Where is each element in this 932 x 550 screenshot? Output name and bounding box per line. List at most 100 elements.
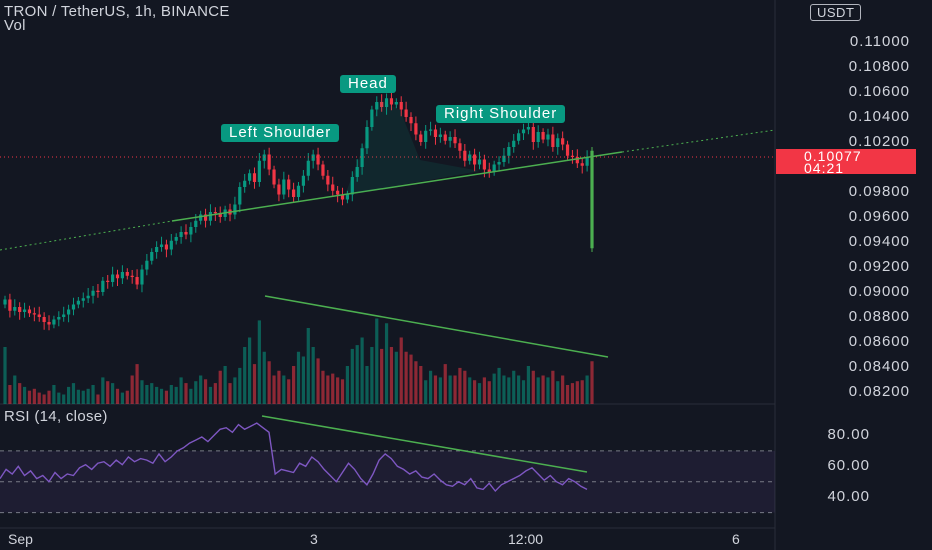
volume-bar	[32, 388, 36, 404]
candle-body	[247, 173, 252, 181]
volume-bar	[316, 358, 320, 404]
volume-bar	[18, 383, 22, 404]
volume-bar	[272, 375, 276, 404]
candle-body	[477, 159, 482, 165]
candle-body	[130, 275, 134, 277]
candle-body	[62, 314, 66, 317]
volume-bar	[76, 389, 80, 404]
volume-bar	[194, 381, 198, 404]
price-tick-label: 0.09000	[848, 283, 910, 300]
price-tick-label: 0.09200	[848, 258, 910, 275]
candle-body	[424, 130, 428, 142]
time-tick-label: 12:00	[508, 531, 544, 547]
left-shoulder-label[interactable]: Left Shoulder	[221, 124, 340, 142]
head-label[interactable]: Head	[340, 75, 396, 93]
candle-body	[86, 295, 90, 299]
candle-body	[389, 98, 394, 105]
candle-body	[120, 272, 124, 279]
candle-body	[179, 232, 183, 237]
volume-bar	[585, 375, 589, 404]
candle-body	[296, 185, 301, 197]
candle-body	[340, 194, 345, 200]
volume-bar	[52, 385, 56, 404]
candle-body	[22, 309, 27, 312]
volume-bar	[365, 366, 369, 404]
candle-body	[321, 164, 325, 176]
volume-bar	[438, 377, 442, 404]
candle-body	[18, 307, 22, 312]
pattern-fill	[345, 100, 480, 195]
candle-body	[580, 163, 584, 166]
volume-bar	[37, 392, 41, 404]
volume-bar	[311, 347, 315, 404]
candle-body	[497, 162, 501, 165]
candle-body	[336, 190, 340, 195]
price-tick-label: 0.08400	[848, 358, 910, 375]
volume-bar	[91, 385, 95, 404]
candle-body	[502, 155, 506, 162]
candle-body	[526, 127, 531, 130]
candle-body	[115, 274, 120, 279]
candle-body	[252, 173, 257, 182]
candle-body	[482, 159, 486, 170]
candle-body	[189, 227, 193, 235]
volume-bar	[580, 380, 584, 404]
candle-body	[380, 102, 384, 107]
candle-body	[365, 127, 369, 149]
candle-body	[301, 175, 305, 186]
candle-body	[414, 123, 418, 135]
candle-body	[570, 155, 575, 157]
candle-body	[492, 164, 496, 172]
volume-bar	[145, 385, 149, 404]
candle-body	[585, 157, 589, 166]
candle-body	[111, 274, 115, 282]
volume-bar	[419, 366, 423, 404]
time-tick-label: Sep	[8, 531, 33, 547]
volume-bar	[282, 375, 286, 404]
candle-body	[375, 102, 379, 110]
volume-bar	[507, 377, 511, 404]
right-shoulder-label[interactable]: Right Shoulder	[436, 105, 566, 123]
volume-bar	[551, 370, 555, 404]
candle-body	[360, 148, 364, 167]
candle-body	[8, 299, 12, 311]
currency-badge[interactable]: USDT	[810, 4, 862, 21]
volume-bar	[150, 383, 154, 404]
volume-bar	[292, 366, 296, 404]
volume-bar	[414, 361, 418, 404]
candle-body	[135, 277, 139, 285]
volume-bar	[140, 380, 144, 404]
candle-body	[145, 260, 149, 270]
candle-body	[517, 133, 521, 141]
volume-bar	[169, 385, 173, 404]
volume-bar	[556, 381, 560, 404]
volume-bar	[473, 380, 477, 404]
volume-bar	[487, 381, 491, 404]
volume-bar	[115, 388, 120, 404]
candle-body	[350, 177, 354, 195]
volume-label[interactable]: Vol	[4, 17, 26, 34]
candle-body	[536, 132, 540, 142]
symbol-title[interactable]: TRON / TetherUS, 1h, BINANCE	[4, 3, 230, 20]
candle-body	[96, 290, 100, 292]
candle-body	[140, 269, 144, 285]
volume-bar	[243, 347, 247, 404]
volume-bar	[296, 351, 301, 404]
volume-bar	[106, 381, 110, 404]
rsi-label[interactable]: RSI (14, close)	[4, 408, 108, 425]
candle-body	[66, 309, 71, 315]
volume-bar	[174, 386, 178, 404]
volume-bar	[47, 390, 51, 404]
volume-bar	[135, 364, 139, 404]
volume-bar	[71, 383, 76, 404]
candle-body	[546, 134, 550, 140]
time-tick-label: 6	[732, 531, 740, 547]
candle-body	[218, 213, 222, 217]
candle-body	[57, 317, 61, 320]
candle-body	[257, 160, 261, 182]
candle-body	[155, 247, 159, 252]
volume-bar	[448, 375, 452, 404]
volume-bar	[159, 388, 164, 404]
volume-bar	[570, 383, 575, 404]
